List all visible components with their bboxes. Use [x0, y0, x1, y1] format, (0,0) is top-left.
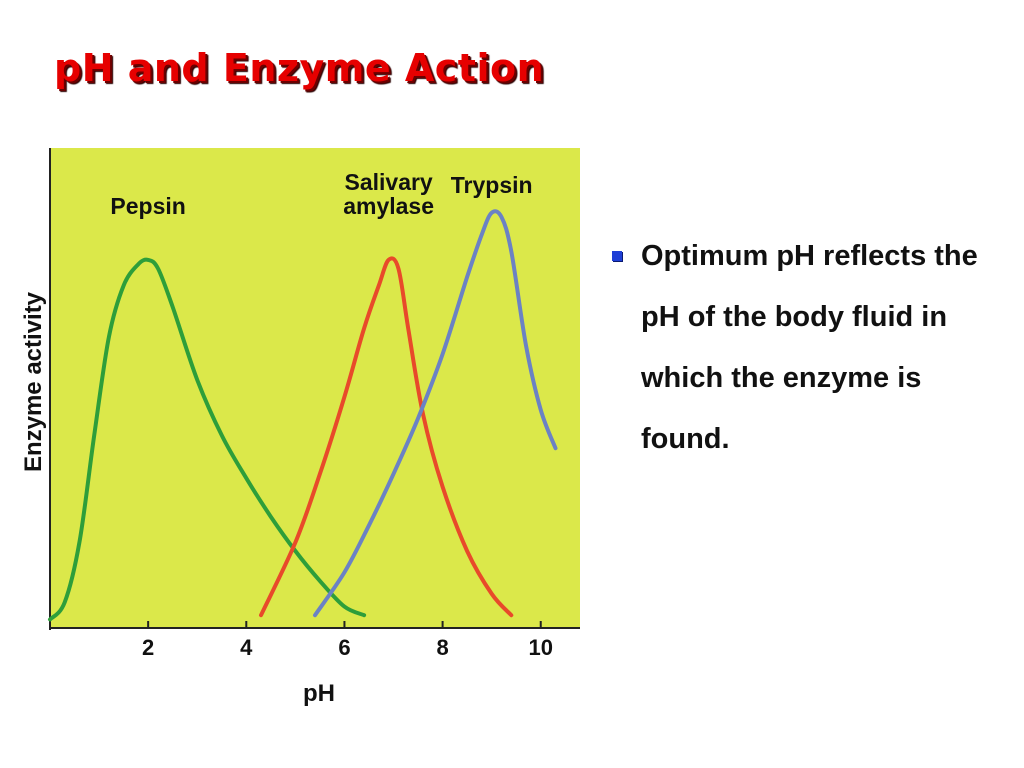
series-line-pepsin — [48, 257, 367, 622]
series-label-trypsin: Trypsin — [451, 172, 533, 198]
x-tick-label: 2 — [142, 635, 154, 660]
square-bullet-icon — [612, 251, 622, 261]
plot-background — [50, 148, 580, 628]
x-tick-label: 4 — [240, 635, 253, 660]
series-line-trypsin — [313, 209, 558, 618]
bullet-item: Optimum pH reflects the pH of the body f… — [612, 226, 1007, 470]
x-tick-label: 10 — [528, 635, 552, 660]
series-line-salivary-amylase — [259, 256, 514, 618]
x-axis-label: pH — [303, 680, 335, 707]
slide-title: pH and Enzyme Action — [54, 46, 545, 90]
series-label-pepsin: Pepsin — [110, 193, 185, 219]
bullet-list: Optimum pH reflects the pH of the body f… — [612, 226, 1007, 470]
x-tick-label: 8 — [436, 635, 448, 660]
y-axis-label: Enzyme activity — [20, 291, 47, 472]
x-tick-label: 6 — [338, 635, 350, 660]
bullet-text: Optimum pH reflects the pH of the body f… — [641, 240, 978, 455]
series-label-salivary-amylase: Salivary amylase — [343, 169, 434, 219]
